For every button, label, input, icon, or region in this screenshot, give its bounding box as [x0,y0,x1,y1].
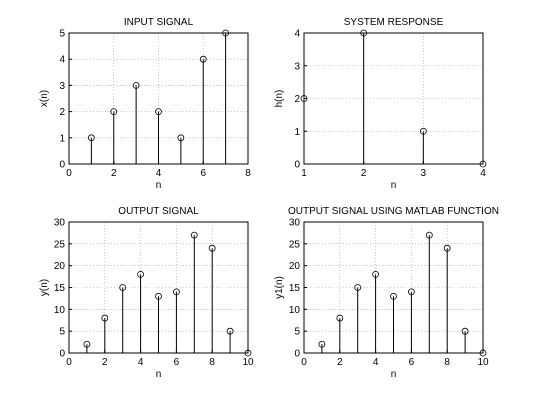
stem-marker [155,292,162,300]
axes-frame [68,32,249,165]
x-tick-label: 0 [301,357,307,368]
chart-title: OUTPUT SIGNAL USING MATLAB FUNCTION [288,206,499,217]
y-tick-label: 25 [289,239,301,250]
y-axis-label: y(n) [39,279,50,296]
axes-frame [303,221,484,354]
y-tick-label: 30 [54,218,66,229]
x-axis-label: n [156,369,162,380]
stem-marker [83,340,91,348]
stem-marker [110,108,118,115]
stem-marker [199,55,207,63]
x-tick-label: 6 [174,357,180,368]
x-tick-label: 2 [102,357,108,368]
stem-marker [101,314,109,322]
y-tick-label: 30 [289,218,301,229]
stem-marker [208,244,216,252]
x-axis-label: n [391,180,397,191]
y-tick-label: 5 [59,327,65,338]
x-axis-label: n [156,180,162,191]
y-tick-label: 20 [54,261,66,272]
y-tick-label: 10 [54,305,66,316]
y-tick-label: 0 [294,349,300,360]
stem-marker [226,327,234,335]
chart-panel-1: 0 2 4 6 8 0 1 2 3 4 5 INPUT SIGNAL n x(n) [39,17,251,191]
chart-title: OUTPUT SIGNAL [118,206,199,217]
stem-marker [372,270,380,278]
x-tick-label: 0 [66,168,72,179]
x-tick-label: 4 [156,168,162,179]
x-tick-label: 2 [337,357,343,368]
x-tick-label: 6 [409,357,415,368]
stem-marker [425,231,433,239]
x-tick-label: 4 [138,357,144,368]
y-tick-label: 0 [59,349,65,360]
stem-marker [87,134,95,142]
y-tick-label: 15 [54,283,66,294]
x-tick-label: 10 [242,357,254,368]
y-tick-label: 25 [54,239,66,250]
x-tick-label: 8 [245,168,251,179]
x-axis-label: n [391,369,397,380]
stem-marker [461,327,469,335]
y-tick-label: 5 [59,29,65,40]
x-tick-label: 6 [200,168,206,179]
x-tick-label: 4 [373,357,379,368]
stem-marker [155,108,162,115]
x-tick-label: 10 [477,357,489,368]
stem-marker [137,270,145,278]
chart-panel-3: 0 2 4 6 8 10 0 5 10 15 20 25 30 OUTPUT SIGNAL n y(n) [39,206,254,380]
x-tick-label: 0 [66,357,72,368]
y-axis-label: h(n) [274,90,285,108]
y-tick-label: 0 [59,160,65,171]
y-tick-label: 4 [59,55,65,66]
y-tick-label: 4 [294,29,300,40]
x-tick-label: 8 [444,357,450,368]
y-tick-label: 15 [289,283,301,294]
stem-marker [390,292,397,300]
y-tick-label: 1 [294,127,300,138]
chart-title: INPUT SIGNAL [124,17,194,28]
x-tick-label: 1 [301,168,307,179]
chart-title: SYSTEM RESPONSE [344,17,444,28]
y-tick-label: 0 [294,160,300,171]
stem-marker [318,340,326,348]
stem-marker [354,284,362,291]
x-tick-label: 3 [421,168,427,179]
stem-marker [119,284,127,291]
y-axis-label: y1(n) [274,276,285,299]
x-tick-label: 2 [361,168,367,179]
axes-frame [68,221,249,354]
stem-marker [443,244,451,252]
stem-marker [172,288,180,296]
x-tick-label: 2 [111,168,117,179]
stem-marker [419,127,427,135]
y-axis-label: x(n) [39,90,50,107]
y-tick-label: 1 [59,133,65,144]
stem-marker [132,82,140,89]
stem-marker [177,134,185,142]
x-tick-label: 4 [480,168,486,179]
y-tick-label: 3 [294,61,300,72]
y-tick-label: 2 [294,94,300,105]
y-tick-label: 20 [289,261,301,272]
y-tick-label: 3 [59,81,65,92]
y-tick-label: 10 [289,305,301,316]
x-tick-label: 8 [209,357,215,368]
y-tick-label: 2 [59,107,65,118]
y-tick-label: 5 [294,327,300,338]
axes-frame [303,32,484,165]
stem-marker [336,314,344,322]
stem-marker [407,288,415,296]
stem-marker [190,231,198,239]
